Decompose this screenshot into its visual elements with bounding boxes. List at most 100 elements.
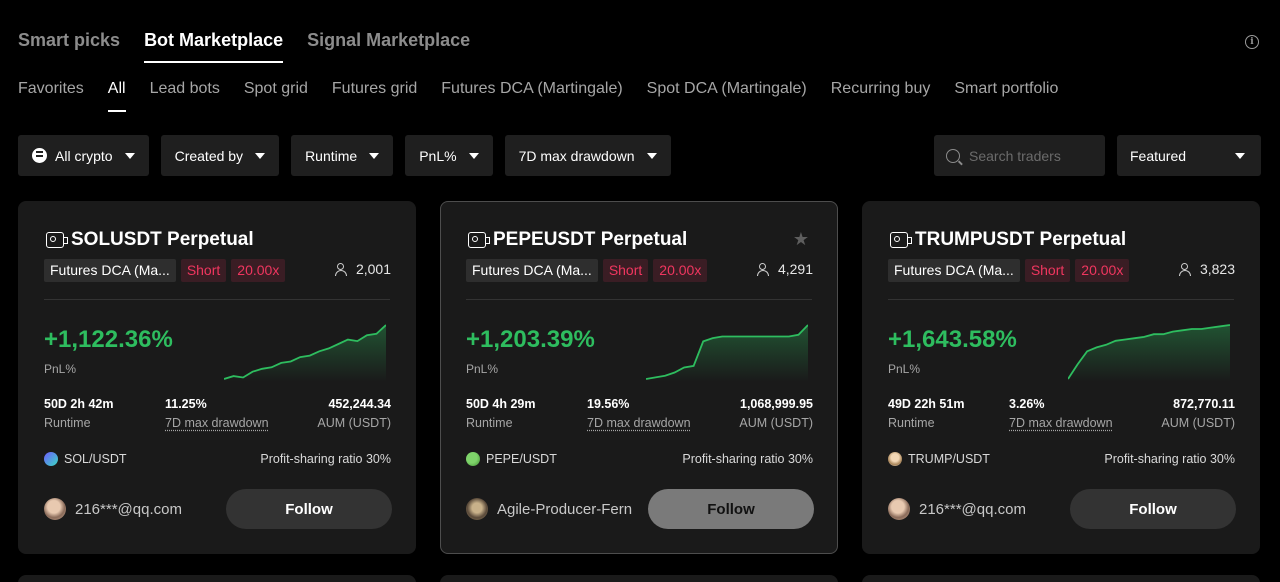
tab-recurring-buy[interactable]: Recurring buy [830, 80, 931, 97]
filter-drawdown[interactable]: 7D max drawdown [504, 135, 671, 176]
bot-title: TRUMPUSDT Perpetual [915, 229, 1127, 250]
aum-stat: 1,068,999.95 AUM (USDT) [739, 397, 813, 430]
follow-button[interactable]: Follow [648, 489, 814, 529]
trader[interactable]: Agile-Producer-Fern [466, 498, 632, 520]
filter-label: Created by [174, 147, 244, 164]
star-icon[interactable]: ★ [792, 229, 809, 249]
sort-dropdown[interactable]: Featured [1117, 135, 1261, 176]
direction-tag: Short [602, 259, 649, 282]
avatar [466, 498, 488, 520]
sol-coin-icon [44, 452, 58, 466]
search-input[interactable] [969, 147, 1089, 164]
sort-label: Featured [1130, 147, 1187, 164]
pnl-sparkline [1068, 324, 1230, 382]
profit-sharing: Profit-sharing ratio 30% [1104, 452, 1235, 466]
bot-card[interactable]: TRUMPUSDT Perpetual Futures DCA (Ma... S… [862, 201, 1260, 554]
pepe-coin-icon [466, 452, 480, 466]
drawdown-label[interactable]: 7D max drawdown [165, 416, 269, 430]
drawdown-stat: 3.26% 7D max drawdown [1009, 397, 1113, 430]
pair-label: SOL/USDT [64, 452, 127, 466]
bot-icon [46, 232, 68, 248]
tab-signal-marketplace[interactable]: Signal Marketplace [307, 30, 471, 50]
direction-tag: Short [180, 259, 227, 282]
trader[interactable]: 216***@qq.com [888, 498, 1026, 520]
tab-lead-bots[interactable]: Lead bots [149, 80, 220, 97]
trading-pair: PEPE/USDT [466, 452, 557, 466]
aum-label: AUM (USDT) [317, 416, 391, 430]
direction-tag: Short [1024, 259, 1071, 282]
filter-created-by[interactable]: Created by [160, 135, 280, 176]
sparkline-area [224, 325, 386, 382]
sparkline-line [646, 324, 808, 380]
card-peek [862, 575, 1260, 582]
pnl-label: PnL% [888, 362, 921, 376]
bot-card[interactable]: SOLUSDT Perpetual Futures DCA (Ma... Sho… [18, 201, 416, 554]
bot-icon [890, 232, 912, 248]
profit-sharing: Profit-sharing ratio 30% [682, 452, 813, 466]
tab-futures-dca[interactable]: Futures DCA (Martingale) [441, 80, 623, 97]
trader-name: Agile-Producer-Fern [497, 500, 633, 518]
leverage-tag: 20.00x [231, 259, 286, 282]
bot-title: SOLUSDT Perpetual [71, 229, 254, 250]
follow-button[interactable]: Follow [1070, 489, 1236, 529]
tags: Futures DCA (Ma... Short 20.00x [44, 259, 286, 282]
tab-favorites[interactable]: Favorites [18, 80, 84, 97]
runtime-label: Runtime [44, 416, 91, 430]
tab-all[interactable]: All [107, 80, 126, 112]
filter-pnl[interactable]: PnL% [405, 135, 493, 176]
tab-smart-portfolio[interactable]: Smart portfolio [954, 80, 1059, 97]
pnl-label: PnL% [466, 362, 499, 376]
strategy-tag: Futures DCA (Ma... [466, 259, 598, 282]
caret-down-icon [1235, 152, 1245, 159]
trader[interactable]: 216***@qq.com [44, 498, 182, 520]
tab-smart-picks[interactable]: Smart picks [18, 30, 121, 50]
pnl-value: +1,643.58% [888, 326, 1017, 353]
aum-label: AUM (USDT) [1161, 416, 1235, 430]
drawdown-value: 3.26% [1009, 397, 1045, 411]
card-title: TRUMPUSDT Perpetual [890, 229, 1126, 251]
follow-button[interactable]: Follow [226, 489, 392, 529]
filter-label: PnL% [419, 147, 457, 164]
search-box [934, 135, 1105, 176]
divider [466, 299, 812, 300]
filter-label: All crypto [55, 147, 113, 164]
runtime-label: Runtime [888, 416, 935, 430]
sparkline-line [224, 324, 386, 380]
followers: 3,823 [1178, 261, 1235, 277]
runtime-value: 49D 22h 51m [888, 397, 965, 411]
caret-down-icon [646, 152, 657, 159]
filter-bar: All crypto Created by Runtime PnL% 7D ma… [18, 135, 671, 176]
pnl-value: +1,122.36% [44, 326, 173, 353]
filter-all-crypto[interactable]: All crypto [18, 135, 149, 176]
tab-bot-marketplace[interactable]: Bot Marketplace [144, 30, 284, 63]
leverage-tag: 20.00x [1075, 259, 1130, 282]
strategy-tag: Futures DCA (Ma... [888, 259, 1020, 282]
tags: Futures DCA (Ma... Short 20.00x [888, 259, 1130, 282]
runtime-stat: 50D 4h 29m Runtime [466, 397, 535, 430]
aum-value: 1,068,999.95 [740, 397, 813, 411]
tab-spot-dca[interactable]: Spot DCA (Martingale) [646, 80, 807, 97]
trader-name: 216***@qq.com [75, 500, 182, 518]
info-icon[interactable]: i [1245, 35, 1259, 49]
runtime-stat: 49D 22h 51m Runtime [888, 397, 964, 430]
drawdown-label[interactable]: 7D max drawdown [1009, 416, 1113, 430]
bot-card[interactable]: PEPEUSDT Perpetual ★ Futures DCA (Ma... … [440, 201, 838, 554]
caret-down-icon [124, 152, 135, 159]
search-icon [946, 148, 960, 163]
pnl-sparkline [224, 324, 386, 382]
users-icon [334, 263, 351, 276]
tab-spot-grid[interactable]: Spot grid [243, 80, 308, 97]
leverage-tag: 20.00x [653, 259, 708, 282]
sparkline-area [1068, 325, 1230, 382]
avatar [888, 498, 910, 520]
pnl-sparkline [646, 324, 808, 382]
runtime-label: Runtime [466, 416, 513, 430]
runtime-value: 50D 2h 42m [44, 397, 114, 411]
pair-label: PEPE/USDT [486, 452, 557, 466]
tab-futures-grid[interactable]: Futures grid [331, 80, 418, 97]
profit-sharing: Profit-sharing ratio 30% [260, 452, 391, 466]
filter-label: Runtime [305, 147, 358, 164]
tags: Futures DCA (Ma... Short 20.00x [466, 259, 708, 282]
filter-runtime[interactable]: Runtime [291, 135, 394, 176]
drawdown-label[interactable]: 7D max drawdown [587, 416, 691, 430]
